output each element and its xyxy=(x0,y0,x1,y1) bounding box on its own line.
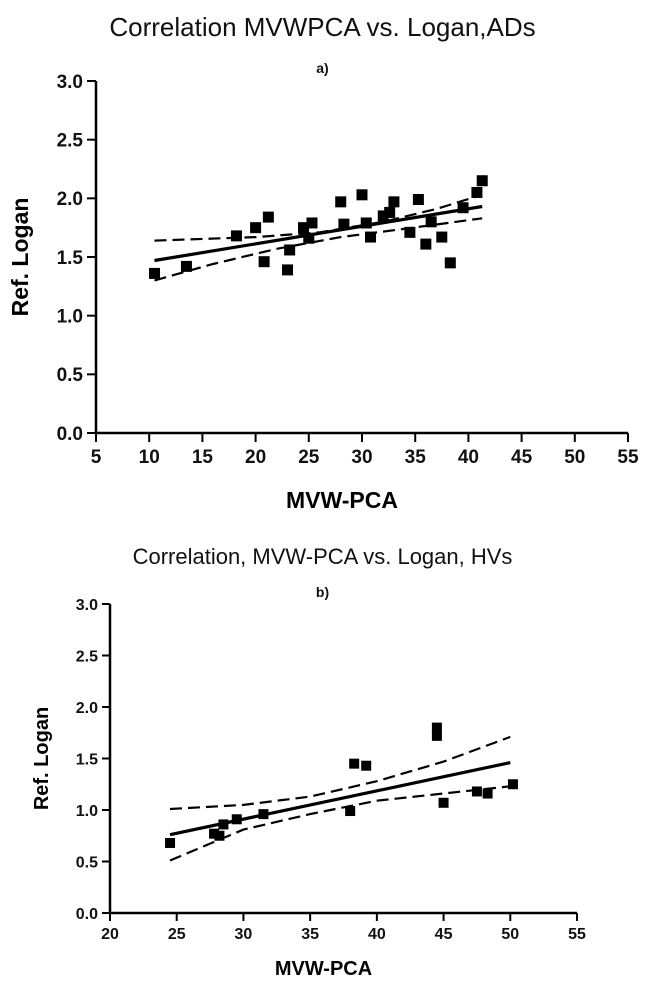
y-tick-label: 0.0 xyxy=(57,424,83,445)
x-tick-label: 20 xyxy=(101,926,119,943)
y-tick-label: 3.0 xyxy=(76,597,98,614)
data-point xyxy=(420,238,432,250)
y-tick-label: 1.5 xyxy=(57,248,84,269)
x-tick-label: 40 xyxy=(368,926,386,943)
x-tick-label: 15 xyxy=(192,447,214,468)
y-tick-label: 3.0 xyxy=(57,72,83,93)
data-point xyxy=(388,196,400,208)
data-point xyxy=(306,217,318,229)
data-point xyxy=(258,256,270,268)
x-axis-label: MVW-PCA xyxy=(275,958,372,980)
data-point xyxy=(345,806,356,817)
data-point xyxy=(365,231,377,243)
x-tick-label: 55 xyxy=(617,447,639,468)
y-tick-label: 1.0 xyxy=(57,307,83,328)
data-point xyxy=(218,819,229,830)
data-point xyxy=(250,222,262,234)
x-tick-label: 55 xyxy=(568,926,586,943)
data-point xyxy=(360,217,372,229)
x-tick-label: 45 xyxy=(435,926,453,943)
data-point xyxy=(482,788,493,799)
data-point xyxy=(214,830,225,841)
data-point xyxy=(262,211,274,223)
chart-b-subtitle: b) xyxy=(315,584,330,600)
x-tick-label: 20 xyxy=(245,447,266,468)
data-point xyxy=(384,206,396,218)
data-point xyxy=(457,202,469,214)
data-point xyxy=(284,244,296,256)
data-point xyxy=(436,231,448,243)
x-tick-label: 35 xyxy=(405,447,427,468)
y-tick-label: 1.5 xyxy=(76,751,98,768)
y-tick-label: 1.0 xyxy=(76,803,98,820)
y-axis-label: Ref. Logan xyxy=(31,707,53,810)
x-tick-label: 40 xyxy=(458,447,479,468)
chart-b-title: Correlation, MVW-PCA vs. Logan, HVs xyxy=(132,544,513,569)
data-point xyxy=(258,809,269,820)
x-tick-label: 30 xyxy=(351,447,372,468)
data-point xyxy=(349,758,360,769)
ci-lower-line xyxy=(169,785,511,862)
data-point xyxy=(338,218,350,230)
data-point xyxy=(471,786,482,797)
y-tick-label: 2.5 xyxy=(76,648,98,665)
x-tick-label: 10 xyxy=(139,447,160,468)
y-tick-label: 0.0 xyxy=(76,906,98,923)
data-point xyxy=(230,230,242,242)
y-axis-label: Ref. Logan xyxy=(7,198,33,317)
data-point xyxy=(431,730,442,741)
x-axis-label: MVW-PCA xyxy=(286,487,398,513)
chart-a: 0.0 0.5 1.0 1.5 2.0 2.5 3.0 5 10 15 20 25 30 35 40 45 50… xyxy=(7,72,639,513)
data-point xyxy=(507,779,518,790)
regression-line xyxy=(154,204,483,263)
ci-lower-line xyxy=(154,217,483,282)
data-point xyxy=(356,189,368,201)
data-point xyxy=(404,226,416,238)
x-tick-label: 45 xyxy=(511,447,533,468)
x-tick-label: 50 xyxy=(564,447,585,468)
chart-a-title: Correlation MVWPCA vs. Logan,ADs xyxy=(109,12,536,42)
data-point xyxy=(431,722,442,733)
data-point xyxy=(412,194,424,206)
y-tick-label: 0.5 xyxy=(76,854,98,871)
x-tick-label: 50 xyxy=(501,926,519,943)
y-tick-label: 0.5 xyxy=(57,365,84,386)
data-point xyxy=(438,797,449,808)
data-point xyxy=(165,837,176,848)
chart-a-subtitle: a) xyxy=(316,60,329,76)
data-point xyxy=(209,828,220,839)
data-point xyxy=(444,257,456,269)
y-tick-label: 2.5 xyxy=(57,131,84,152)
data-point xyxy=(180,260,192,272)
chart-b: 0.0 0.5 1.0 1.5 2.0 2.5 3.0 20 25 30 35 40 45 50 55 MVW… xyxy=(31,597,586,980)
data-point xyxy=(335,196,347,208)
data-point xyxy=(231,814,242,825)
x-tick-label: 25 xyxy=(298,447,320,468)
x-tick-label: 5 xyxy=(91,447,102,468)
data-point xyxy=(476,175,488,187)
data-point xyxy=(361,760,372,771)
data-point xyxy=(297,222,309,234)
ci-upper-line xyxy=(154,193,483,242)
data-point xyxy=(471,186,483,198)
x-tick-label: 25 xyxy=(168,926,186,943)
y-tick-label: 2.0 xyxy=(76,700,98,717)
data-point xyxy=(377,210,389,222)
data-point xyxy=(425,216,437,228)
x-tick-label: 35 xyxy=(301,926,319,943)
x-tick-label: 30 xyxy=(235,926,253,943)
data-point xyxy=(149,267,161,279)
ci-upper-line xyxy=(169,735,511,811)
y-tick-label: 2.0 xyxy=(57,189,83,210)
data-point xyxy=(303,232,315,244)
data-point xyxy=(282,264,294,276)
